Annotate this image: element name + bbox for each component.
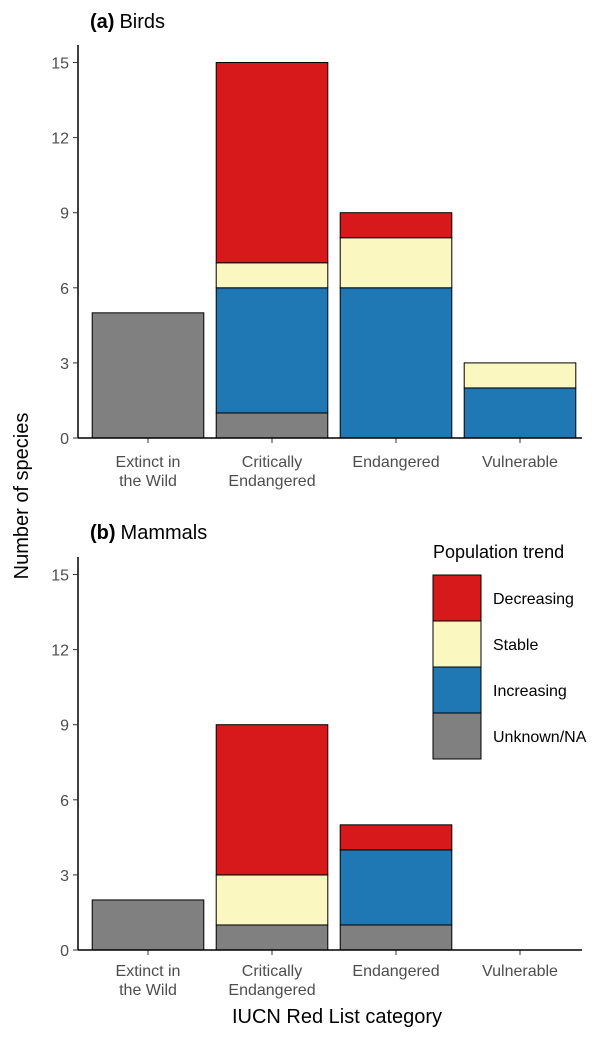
y-tick-label: 15 xyxy=(51,56,69,73)
x-tick-label-line: Extinct in xyxy=(116,963,181,980)
y-tick-label: 6 xyxy=(60,793,69,810)
x-tick-label: Endangered xyxy=(352,454,439,471)
bar-segment-increasing xyxy=(339,849,453,926)
y-tick-label: 6 xyxy=(60,281,69,298)
x-axis-title: IUCN Red List category xyxy=(232,1006,442,1028)
legend-swatch-decreasing xyxy=(432,574,482,622)
legend-swatch-increasing xyxy=(432,666,482,714)
x-tick-label-line: Endangered xyxy=(228,473,315,490)
y-tick-label: 12 xyxy=(51,643,69,660)
x-tick-label-line: the Wild xyxy=(119,473,177,490)
x-tick-label-line: Endangered xyxy=(352,454,439,471)
bar-segment-unknown-na xyxy=(215,412,329,439)
bar-segment-unknown-na xyxy=(215,924,329,951)
y-tick-label: 9 xyxy=(60,206,69,223)
x-tick-label: Critically Endangered xyxy=(228,454,315,490)
y-tick-label: 9 xyxy=(60,718,69,735)
y-tick-label: 3 xyxy=(60,868,69,885)
x-tick-label: Critically Endangered xyxy=(228,963,315,999)
legend: Population trend Decreasing Stable Increas… xyxy=(432,542,587,760)
x-tick-label: Extinct in the Wild xyxy=(116,963,181,999)
x-tick-label: Vulnerable xyxy=(482,963,558,980)
panel-title-text: Birds xyxy=(119,11,165,33)
x-tick-label: Extinct in the Wild xyxy=(116,454,181,490)
x-tick-label: Endangered xyxy=(352,963,439,980)
legend-swatch-stable xyxy=(432,620,482,668)
bar-segment-decreasing xyxy=(339,824,453,851)
legend-swatch-unknown-na xyxy=(432,712,482,760)
legend-label: Stable xyxy=(493,637,538,654)
bar-segment-stable xyxy=(215,874,329,926)
bar-segment-decreasing xyxy=(339,212,453,239)
bar-segment-increasing xyxy=(339,287,453,439)
panel-title-text: Mammals xyxy=(121,522,208,544)
panel-title: (b) Mammals xyxy=(90,522,207,544)
bar-segment-stable xyxy=(463,362,577,389)
panel-birds: (a) Birds Extinct in the Wild Critically Enda… xyxy=(51,11,582,490)
x-tick-label-line: the Wild xyxy=(119,982,177,999)
x-tick-label-line: Endangered xyxy=(352,963,439,980)
bar-segment-decreasing xyxy=(215,62,329,264)
legend-label: Decreasing xyxy=(493,591,574,608)
legend-label: Unknown/NA xyxy=(493,729,587,746)
y-tick-label: 3 xyxy=(60,356,69,373)
x-tick-label-line: Extinct in xyxy=(116,454,181,471)
bar-segment-decreasing xyxy=(215,724,329,876)
y-tick-label: 12 xyxy=(51,131,69,148)
panel-mammals: (b) Mammals Extinct in the Wild Critically En… xyxy=(51,522,582,999)
x-tick-label-line: Vulnerable xyxy=(482,963,558,980)
x-tick-label: Vulnerable xyxy=(482,454,558,471)
x-tick-label-line: Vulnerable xyxy=(482,454,558,471)
bar-segment-unknown-na xyxy=(91,312,205,439)
bar-segment-increasing xyxy=(463,387,577,439)
bar-segment-stable xyxy=(339,237,453,289)
panel-tag: (b) xyxy=(90,522,116,544)
y-axis-title: Number of species xyxy=(11,413,33,580)
bar-segment-unknown-na xyxy=(91,899,205,951)
panel-title: (a) Birds xyxy=(90,11,165,33)
panel-tag: (a) xyxy=(90,11,114,33)
y-tick-label: 0 xyxy=(60,943,69,960)
legend-title: Population trend xyxy=(433,542,564,562)
legend-label: Increasing xyxy=(493,683,567,700)
x-tick-label-line: Endangered xyxy=(228,982,315,999)
x-tick-label-line: Critically xyxy=(242,454,302,471)
y-tick-label: 0 xyxy=(60,431,69,448)
bar-segment-stable xyxy=(215,262,329,289)
x-tick-label-line: Critically xyxy=(242,963,302,980)
y-tick-label: 15 xyxy=(51,568,69,585)
bar-segment-increasing xyxy=(215,287,329,414)
bar-segment-unknown-na xyxy=(339,924,453,951)
